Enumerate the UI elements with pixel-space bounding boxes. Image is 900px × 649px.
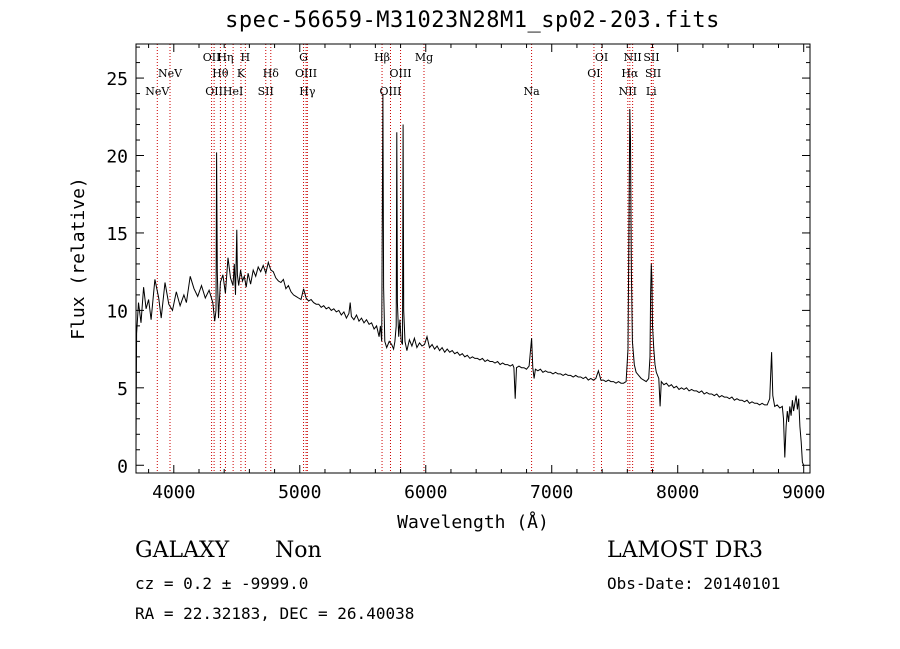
obs-date: Obs-Date: 20140101 bbox=[607, 574, 781, 593]
line-marker-label: NeV bbox=[158, 67, 183, 80]
line-marker-label: SII bbox=[645, 67, 661, 80]
object-class: GALAXY bbox=[135, 538, 230, 563]
line-marker-label: Hβ bbox=[374, 51, 390, 64]
line-marker-label: K bbox=[237, 67, 246, 80]
y-tick-label: 0 bbox=[117, 456, 128, 477]
line-marker-label: H bbox=[241, 51, 251, 64]
line-marker-label: OIII bbox=[295, 67, 317, 80]
spectrum-line bbox=[135, 93, 805, 466]
x-tick-label: 7000 bbox=[530, 482, 573, 503]
axes-frame bbox=[135, 43, 811, 474]
y-tick-label: 10 bbox=[106, 301, 128, 322]
y-tick-label: 5 bbox=[117, 379, 128, 400]
line-marker-label: Hδ bbox=[263, 67, 280, 80]
y-axis-ticks: 0 5 10 15 20 25 bbox=[106, 46, 810, 477]
y-tick-label: 25 bbox=[106, 69, 128, 90]
line-marker-label: Na bbox=[523, 85, 540, 98]
line-marker-label: Hη bbox=[217, 51, 233, 64]
line-marker-labels-group: NeVNeVOIIOIIHθHηHeIKHSIIHδGOIIIHγHβOIIIO… bbox=[145, 51, 661, 98]
x-tick-label: 8000 bbox=[656, 482, 699, 503]
x-axis-label: Wavelength (Å) bbox=[397, 511, 549, 533]
x-axis-ticks: 4000 5000 6000 7000 8000 9000 bbox=[148, 44, 825, 503]
ra-dec-coords: RA = 22.32183, DEC = 26.40038 bbox=[135, 604, 415, 623]
line-marker-label: Hθ bbox=[212, 67, 229, 80]
x-tick-label: 5000 bbox=[278, 482, 321, 503]
line-marker-label: Li bbox=[646, 85, 657, 98]
line-marker-label: NII bbox=[623, 51, 641, 64]
line-marker-label: Hγ bbox=[299, 85, 316, 98]
line-marker-label: NeV bbox=[145, 85, 170, 98]
x-tick-label: 6000 bbox=[404, 482, 447, 503]
y-axis-label: Flux (relative) bbox=[68, 177, 89, 340]
line-marker-label: Hα bbox=[621, 67, 639, 80]
y-tick-label: 20 bbox=[106, 147, 128, 168]
redshift-cz: cz = 0.2 ± -9999.0 bbox=[135, 574, 309, 593]
line-marker-label: G bbox=[299, 51, 308, 64]
x-tick-label: 9000 bbox=[782, 482, 825, 503]
line-marker-label: OII bbox=[205, 85, 223, 98]
line-marker-label: OIII bbox=[379, 85, 401, 98]
y-tick-label: 15 bbox=[106, 224, 128, 245]
x-tick-label: 4000 bbox=[152, 482, 195, 503]
line-markers-group bbox=[156, 44, 654, 473]
survey-name: LAMOST DR3 bbox=[607, 538, 763, 563]
line-marker-label: OIII bbox=[390, 67, 412, 80]
line-marker-label: NII bbox=[619, 85, 637, 98]
object-subclass: Non bbox=[275, 538, 322, 563]
line-marker-label: SII bbox=[258, 85, 274, 98]
line-marker-label: HeI bbox=[223, 85, 243, 98]
chart-title: spec-56659-M31023N28M1_sp02-203.fits bbox=[225, 8, 720, 33]
line-marker-label: SII bbox=[643, 51, 659, 64]
line-marker-label: Mg bbox=[415, 51, 433, 64]
line-marker-label: OI bbox=[587, 67, 600, 80]
line-marker-label: OII bbox=[203, 51, 221, 64]
line-marker-label: OI bbox=[595, 51, 608, 64]
